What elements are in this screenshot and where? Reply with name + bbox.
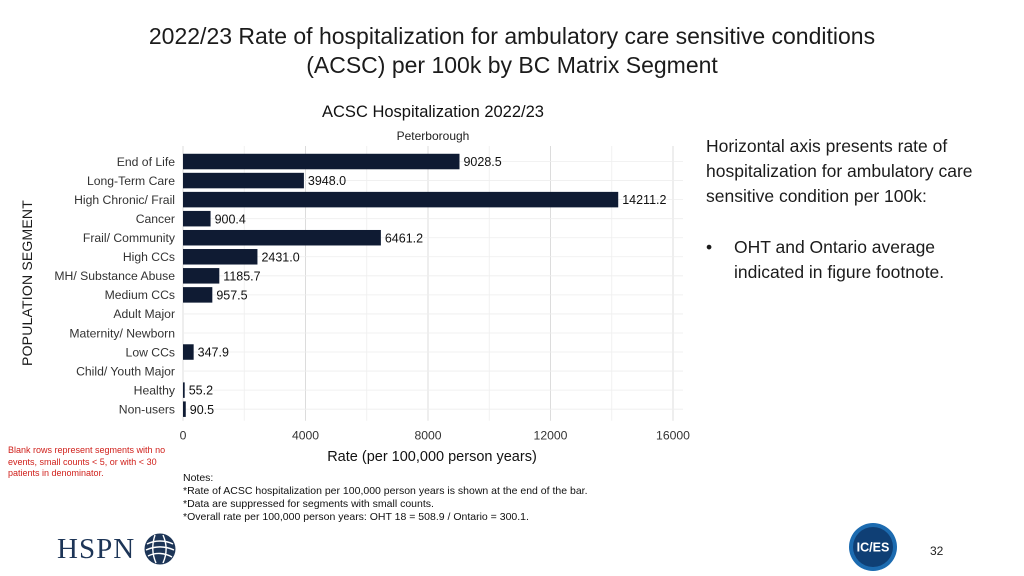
slide-title: 2022/23 Rate of hospitalization for ambu…: [60, 22, 964, 80]
slide-title-line-1: 2022/23 Rate of hospitalization for ambu…: [148, 23, 876, 49]
category-label: Medium CCs: [105, 288, 175, 302]
category-labels: End of Life Long-Term Care High Chronic/ F…: [54, 155, 175, 417]
explanation-bullet: • OHT and Ontario average indicated in f…: [706, 235, 1006, 285]
note-overall-rate: *Overall rate per 100,000 person years: …: [183, 511, 529, 523]
blank-rows-note: Blank rows represent segments with no ev…: [8, 445, 166, 478]
bar: [183, 382, 185, 398]
bar: [183, 210, 211, 227]
category-label: Low CCs: [126, 345, 175, 359]
bullet-marker: •: [706, 237, 713, 257]
figure-notes: Notes: *Rate of ACSC hospitalization per…: [183, 472, 703, 524]
bar: [183, 172, 304, 189]
bar: [183, 153, 460, 170]
category-label: Healthy: [134, 383, 176, 397]
value-labels: 9028.5 3948.0 14211.2 900.4 6461.2 2431.01185…: [189, 155, 667, 417]
bar: [183, 268, 220, 284]
globe-icon: [144, 533, 176, 565]
slide-title-line-2: (ACSC) per 100k by BC Matrix Segment: [306, 52, 718, 78]
explanation-text: Horizontal axis presents rate of hospita…: [706, 136, 973, 206]
x-tick-label: 16000: [656, 429, 690, 443]
x-tick-label: 8000: [414, 429, 441, 443]
chart-grid: [182, 146, 683, 421]
bar: [183, 401, 186, 417]
x-tick-label: 4000: [292, 429, 319, 443]
category-label: Long-Term Care: [87, 174, 175, 188]
notes-heading: Notes:: [183, 472, 214, 484]
x-tick-label: 12000: [534, 429, 568, 443]
category-label: Maternity/ Newborn: [69, 326, 175, 340]
bullet-text: OHT and Ontario average indicated in fig…: [734, 237, 945, 282]
hspn-logo-text: HSPN: [57, 532, 136, 565]
hspn-logo: HSPN: [57, 532, 177, 566]
data-label: 1185.7: [223, 269, 260, 283]
chart-subtitle: Peterborough: [397, 129, 470, 143]
bar: [183, 191, 619, 208]
data-label: 90.5: [190, 403, 214, 417]
category-label: High Chronic/ Frail: [74, 193, 175, 207]
data-label: 3948.0: [308, 174, 346, 188]
category-label: Cancer: [136, 212, 175, 226]
x-axis-label: Rate (per 100,000 person years): [327, 449, 537, 465]
category-label: MH/ Substance Abuse: [54, 269, 175, 283]
ices-logo: IC/ES: [849, 523, 897, 571]
data-label: 9028.5: [463, 155, 501, 169]
note-rate-explanation: *Rate of ACSC hospitalization per 100,00…: [183, 485, 588, 497]
data-label: 900.4: [215, 212, 246, 226]
data-label: 957.5: [216, 288, 247, 302]
chart-bars: [183, 153, 619, 417]
data-label: 14211.2: [622, 193, 666, 207]
page-number: 32: [930, 544, 944, 558]
note-suppression: *Data are suppressed for segments with s…: [183, 498, 434, 510]
data-label: 55.2: [189, 384, 213, 398]
category-label: High CCs: [123, 250, 175, 264]
ices-logo-text: IC/ES: [857, 541, 890, 555]
data-label: 2431.0: [261, 250, 299, 264]
category-label: Child/ Youth Major: [76, 364, 175, 378]
chart-title: ACSC Hospitalization 2022/23: [322, 103, 544, 121]
bar: [183, 287, 213, 303]
category-label: Adult Major: [113, 307, 175, 321]
x-tick-label: 0: [180, 429, 187, 443]
x-tick-labels: 0 4000 8000 12000 16000: [180, 429, 691, 443]
category-label: End of Life: [117, 155, 175, 169]
bar: [183, 344, 194, 360]
data-label: 347.9: [198, 346, 229, 360]
bar: [183, 249, 258, 265]
bar: [183, 229, 381, 246]
category-label: Non-users: [119, 402, 175, 416]
category-label: Frail/ Community: [83, 231, 176, 245]
data-label: 6461.2: [385, 231, 423, 245]
explanation-panel: Horizontal axis presents rate of hospita…: [706, 134, 1006, 285]
